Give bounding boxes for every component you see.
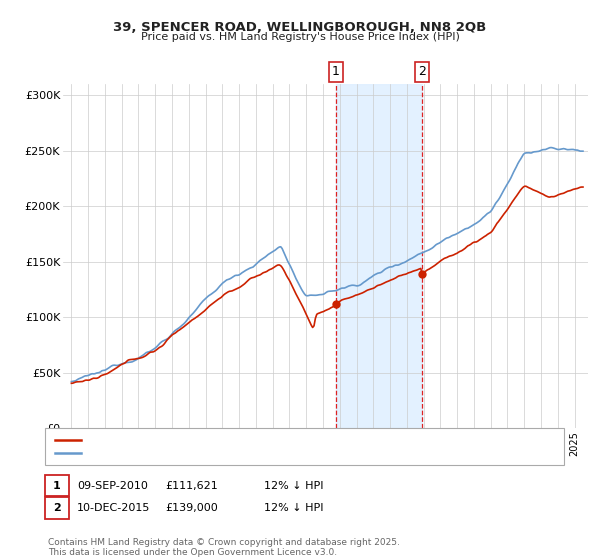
- Text: 09-SEP-2010: 09-SEP-2010: [77, 480, 148, 491]
- Text: 1: 1: [53, 480, 61, 491]
- Text: £139,000: £139,000: [165, 503, 218, 513]
- Text: 10-DEC-2015: 10-DEC-2015: [77, 503, 150, 513]
- Text: 2: 2: [418, 66, 426, 78]
- Text: 1: 1: [332, 66, 340, 78]
- Text: 39, SPENCER ROAD, WELLINGBOROUGH, NN8 2QB (semi-detached house): 39, SPENCER ROAD, WELLINGBOROUGH, NN8 2Q…: [86, 435, 457, 445]
- Text: £111,621: £111,621: [165, 480, 218, 491]
- Bar: [335, 84, 422, 428]
- Text: Price paid vs. HM Land Registry's House Price Index (HPI): Price paid vs. HM Land Registry's House …: [140, 32, 460, 43]
- Text: 12% ↓ HPI: 12% ↓ HPI: [264, 480, 323, 491]
- Text: 12% ↓ HPI: 12% ↓ HPI: [264, 503, 323, 513]
- Text: 39, SPENCER ROAD, WELLINGBOROUGH, NN8 2QB: 39, SPENCER ROAD, WELLINGBOROUGH, NN8 2Q…: [113, 21, 487, 34]
- Text: 2: 2: [53, 503, 61, 513]
- Text: HPI: Average price, semi-detached house, North Northamptonshire: HPI: Average price, semi-detached house,…: [86, 449, 419, 459]
- Text: Contains HM Land Registry data © Crown copyright and database right 2025.
This d: Contains HM Land Registry data © Crown c…: [48, 538, 400, 557]
